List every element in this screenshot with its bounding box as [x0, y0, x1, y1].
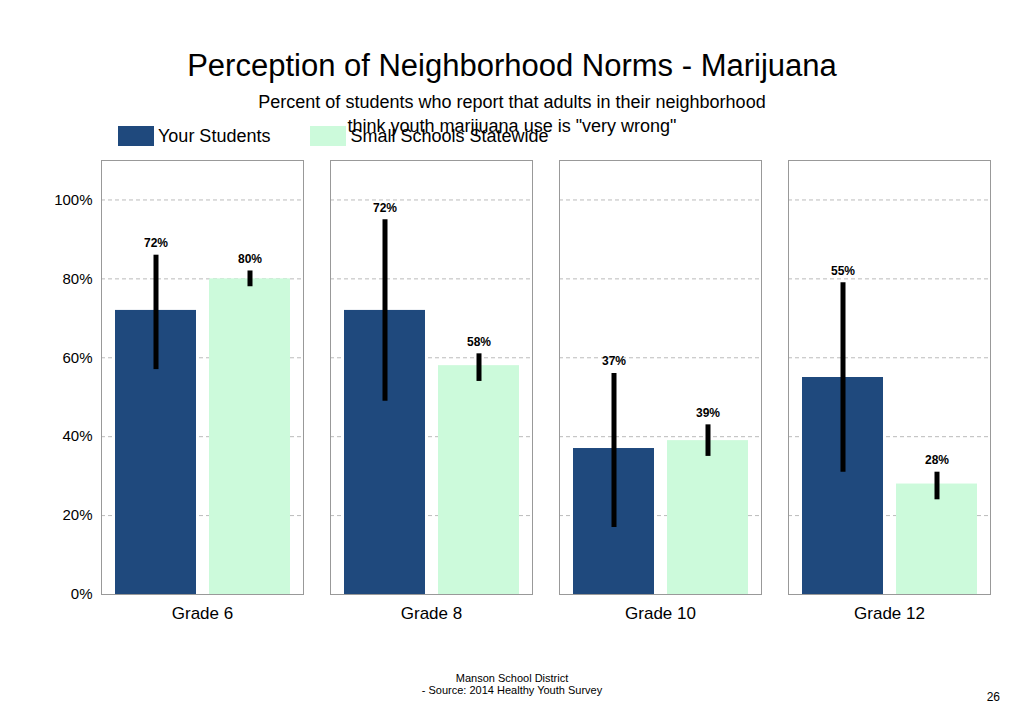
svg-text:Grade 10: Grade 10: [625, 604, 696, 623]
svg-text:55%: 55%: [831, 264, 855, 278]
html-text:think youth marijuana use is ": think youth marijuana use is "very wrong…: [347, 116, 677, 136]
svg-text:Grade 12: Grade 12: [854, 604, 925, 623]
svg-text:80%: 80%: [238, 252, 262, 266]
svg-text:80%: 80%: [62, 270, 92, 287]
svg-text:20%: 20%: [62, 506, 92, 523]
svg-text:0%: 0%: [71, 585, 93, 602]
html-text:Your Students: Your Students: [158, 126, 271, 146]
svg-text:37%: 37%: [602, 354, 626, 368]
svg-text:58%: 58%: [467, 335, 491, 349]
svg-text:72%: 72%: [373, 201, 397, 215]
svg-text:Grade 6: Grade 6: [172, 604, 233, 623]
html-text:Percent of students who report: Percent of students who report that adul…: [258, 92, 766, 112]
svg-text:72%: 72%: [144, 236, 168, 250]
svg-text:100%: 100%: [54, 191, 92, 208]
svg-text:39%: 39%: [696, 406, 720, 420]
html-text:Manson School District: Manson School District: [455, 672, 569, 684]
svg-text:40%: 40%: [62, 427, 92, 444]
svg-text:60%: 60%: [62, 349, 92, 366]
svg-text:28%: 28%: [925, 453, 949, 467]
html-text:Small Schools Statewide: Small Schools Statewide: [350, 126, 549, 146]
html-text:Perception of Neighborhood Nor: Perception of Neighborhood Norms - Marij…: [187, 48, 837, 83]
html-text:26: 26: [986, 690, 1000, 704]
html-text:- Source: 2014 Healthy Youth S: - Source: 2014 Healthy Youth Survey: [421, 684, 603, 696]
svg-text:Grade 8: Grade 8: [401, 604, 462, 623]
